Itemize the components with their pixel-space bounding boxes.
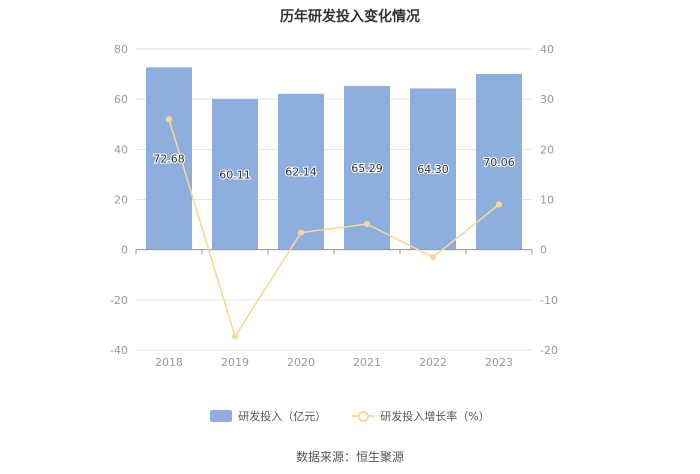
axes: 80 60 40 20 0 -20 -40 40 30 20 10 0 -10 -20 2018 2019 20…	[110, 43, 558, 369]
data-labels: 72.68 60.11 62.14 65.29 64.30 70.06	[152, 152, 516, 183]
x-tick-label: 2022	[419, 356, 447, 369]
bar	[146, 67, 192, 250]
bar-value-label: 70.06	[483, 156, 515, 169]
x-tick-label: 2019	[221, 356, 249, 369]
growth-line	[168, 119, 500, 339]
x-tick-label: 2023	[485, 356, 513, 369]
line-swatch-icon	[352, 410, 375, 422]
bar-swatch-icon	[210, 410, 233, 422]
gridlines	[136, 48, 532, 351]
legend: 研发投入（亿元） 研发投入增长率（%）	[0, 408, 700, 424]
growth-point	[231, 333, 239, 340]
chart-title: 历年研发投入变化情况	[280, 9, 420, 25]
growth-point	[429, 254, 437, 261]
y-left-tick-label: 0	[121, 244, 128, 257]
y-right-tick-label: -10	[540, 294, 558, 307]
y-left-tick-label: 60	[114, 93, 128, 106]
y-left-tick-label: 20	[114, 194, 128, 207]
bar-value-label: 60.11	[219, 168, 251, 181]
x-tick-label: 2021	[353, 356, 381, 369]
y-left-tick-label: 80	[114, 43, 128, 56]
y-left-tick-label: -20	[110, 294, 128, 307]
growth-point	[363, 220, 371, 228]
data-source: 数据来源：恒生聚源	[295, 450, 404, 464]
y-right-tick-label: 40	[540, 43, 554, 56]
x-tick-label: 2018	[155, 356, 183, 369]
growth-point	[495, 201, 503, 208]
y-right-tick-label: 30	[540, 93, 554, 106]
bar	[278, 93, 324, 250]
bar	[212, 98, 258, 250]
y-right-tick-label: -20	[540, 344, 558, 357]
bar-series	[146, 67, 522, 250]
bar-value-label: 62.14	[285, 166, 317, 179]
x-tick-label: 2020	[287, 356, 315, 369]
y-left-tick-label: 40	[114, 143, 128, 156]
legend-item-line[interactable]: 研发投入增长率（%）	[352, 408, 490, 424]
bar-value-label: 65.29	[351, 162, 383, 175]
legend-item-bar[interactable]: 研发投入（亿元）	[210, 408, 326, 424]
line-series	[165, 116, 503, 340]
y-right-tick-label: 10	[540, 194, 554, 207]
legend-label-bar: 研发投入（亿元）	[238, 410, 327, 423]
bar	[410, 88, 456, 250]
growth-point	[165, 116, 173, 123]
bar-value-label: 72.68	[153, 153, 185, 166]
y-left-tick-label: -40	[110, 344, 128, 357]
y-right-tick-label: 0	[540, 244, 547, 257]
y-right-tick-label: 20	[540, 143, 554, 156]
bar-value-label: 64.30	[417, 163, 449, 176]
growth-point	[297, 229, 305, 236]
bar	[476, 73, 522, 250]
legend-label-line: 研发投入增长率（%）	[380, 410, 490, 423]
